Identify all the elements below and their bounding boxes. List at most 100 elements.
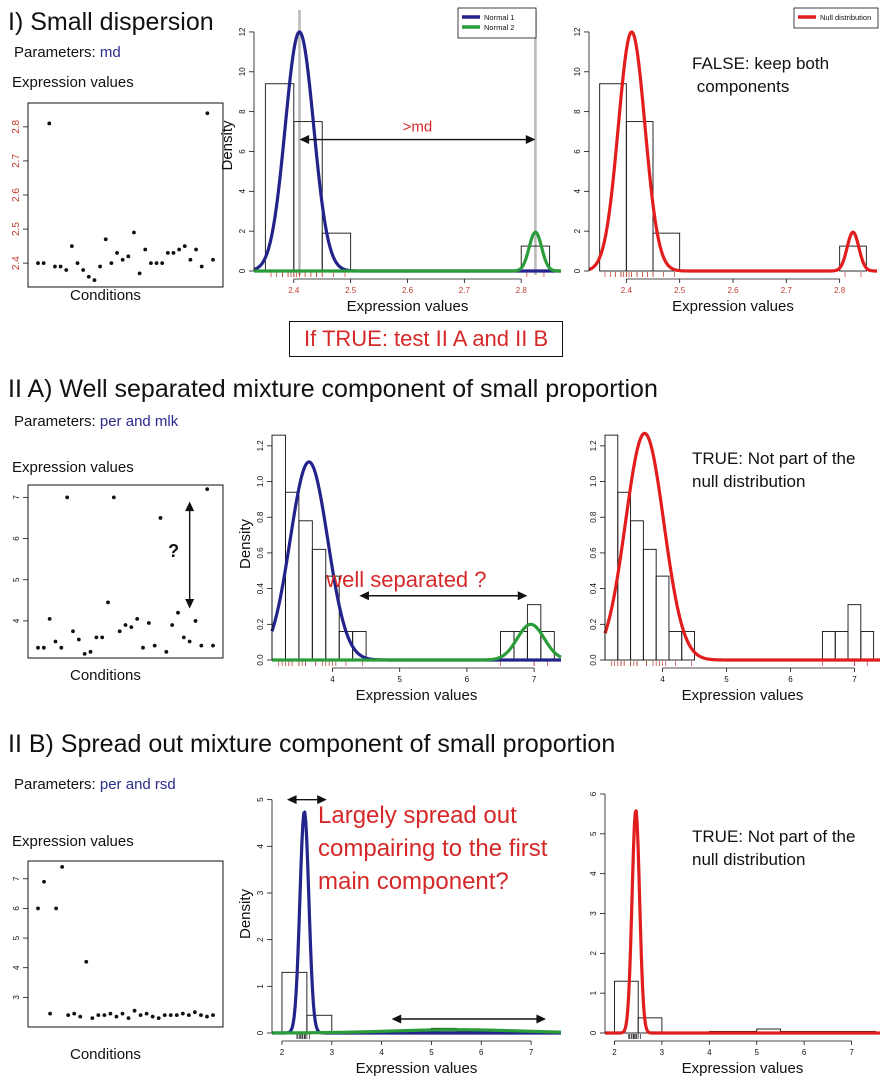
md-arrow-head-left bbox=[299, 135, 310, 145]
x-tick-label: 7 bbox=[532, 675, 537, 684]
data-point bbox=[36, 645, 40, 650]
scatter-plot-3: 3 4 5 6 7 bbox=[12, 860, 224, 1028]
data-point bbox=[48, 1011, 52, 1016]
data-point bbox=[84, 959, 89, 964]
spread-arrow-2-head-right bbox=[536, 1014, 547, 1024]
histogram-bar bbox=[617, 491, 632, 661]
data-point bbox=[114, 1014, 119, 1019]
params-value: md bbox=[99, 44, 121, 61]
histogram-bar bbox=[655, 575, 670, 661]
x-tick-label: 6 bbox=[479, 1048, 484, 1057]
density-curve-1 bbox=[604, 809, 880, 1035]
histogram-bar bbox=[839, 245, 867, 272]
y-tick-label: 0.2 bbox=[256, 618, 265, 630]
params-value: per and rsd bbox=[99, 776, 176, 793]
spread-annotation-line: Largely spread out bbox=[318, 802, 517, 829]
section-2b-params: Parameters: per and rsd bbox=[14, 776, 176, 793]
histogram-bar bbox=[614, 980, 639, 1034]
y-tick-label: 1 bbox=[256, 984, 265, 989]
test-box: If TRUE: test II A and II B bbox=[289, 321, 564, 357]
section-1-scatter-ylabel: Expression values bbox=[12, 74, 134, 91]
histogram-5: 0 1 2 3 4 5 2 3 4 5 6 7 Expression values Density Larg… bbox=[237, 795, 562, 1077]
section-2b-scatter-ylabel: Expression values bbox=[12, 833, 134, 850]
y-tick-label: 2 bbox=[589, 951, 598, 956]
y-tick-label: 5 bbox=[12, 577, 21, 582]
section-2b-title: II B) Spread out mixture component of sm… bbox=[8, 730, 616, 758]
x-tick-label: 4 bbox=[660, 675, 665, 684]
data-point bbox=[47, 616, 52, 621]
x-tick-label: 6 bbox=[802, 1048, 807, 1057]
legend-label: Normal 1 bbox=[484, 13, 514, 22]
x-tick-label: 2 bbox=[612, 1048, 617, 1057]
density-curve-1 bbox=[603, 431, 880, 662]
data-point bbox=[109, 261, 114, 266]
data-point bbox=[168, 1013, 173, 1018]
y-tick-label: 6 bbox=[238, 149, 247, 154]
data-point bbox=[76, 637, 81, 642]
y-tick-label: 6 bbox=[12, 906, 21, 911]
data-point bbox=[41, 645, 46, 650]
data-point bbox=[65, 495, 70, 500]
x-tick-label: 7 bbox=[529, 1048, 534, 1057]
data-point bbox=[81, 268, 86, 272]
y-tick-label: 1.2 bbox=[589, 440, 598, 452]
x-tick-label: 5 bbox=[754, 1048, 759, 1057]
x-tick-label: 3 bbox=[330, 1048, 335, 1057]
data-point bbox=[92, 278, 97, 283]
data-point bbox=[144, 1011, 149, 1016]
data-point bbox=[194, 247, 198, 252]
x-tick-label: 2.6 bbox=[402, 286, 414, 295]
histogram-bar bbox=[298, 520, 313, 661]
separation-arrow-head-left bbox=[359, 591, 369, 601]
legend-box bbox=[793, 7, 879, 29]
section-1-scatter-xlabel: Conditions bbox=[70, 287, 141, 304]
data-point bbox=[205, 111, 210, 116]
y-tick-label: 2.7 bbox=[11, 154, 22, 168]
density-curve-2 bbox=[253, 230, 562, 273]
y-tick-label: 7 bbox=[12, 495, 21, 500]
histogram-bar bbox=[311, 548, 327, 661]
data-point bbox=[58, 264, 63, 269]
section-2a-params: Parameters: per and mlk bbox=[14, 413, 178, 430]
data-point bbox=[41, 261, 46, 266]
histogram-bar bbox=[625, 121, 654, 272]
y-tick-label: 4 bbox=[256, 844, 265, 849]
md-arrow-head-right bbox=[525, 135, 536, 145]
spread-arrow-1-head-left bbox=[286, 795, 297, 805]
y-tick-label: 2 bbox=[573, 228, 582, 233]
data-point bbox=[106, 600, 110, 605]
legend-box bbox=[457, 7, 537, 39]
y-tick-label: 3 bbox=[12, 995, 21, 1000]
x-tick-label: 5 bbox=[429, 1048, 434, 1057]
histogram-bar bbox=[847, 604, 862, 661]
histogram-bar bbox=[681, 630, 695, 661]
data-point bbox=[103, 237, 108, 242]
data-point bbox=[164, 649, 169, 654]
data-point bbox=[146, 621, 151, 625]
data-point bbox=[54, 906, 59, 911]
data-point bbox=[100, 635, 105, 640]
data-point bbox=[132, 230, 136, 235]
data-point bbox=[199, 1013, 203, 1018]
legend-label: Normal 2 bbox=[484, 23, 514, 32]
histogram-4: 0.0 0.2 0.4 0.6 0.8 1.0 1.2 4 5 6 7 Expression valu… bbox=[589, 431, 880, 704]
histogram-bar bbox=[668, 630, 683, 661]
x-axis-label: Expression values bbox=[356, 687, 478, 704]
x-tick-label: 7 bbox=[852, 675, 857, 684]
x-tick-label: 7 bbox=[849, 1048, 854, 1057]
histogram-bar bbox=[293, 121, 323, 272]
x-tick-label: 4 bbox=[330, 675, 335, 684]
y-tick-label: 3 bbox=[256, 890, 265, 895]
data-point bbox=[165, 251, 170, 255]
y-tick-label: 0.8 bbox=[589, 511, 598, 523]
data-point bbox=[150, 1014, 155, 1019]
data-point bbox=[88, 649, 93, 654]
scatter-frame bbox=[27, 484, 224, 659]
histogram-bar bbox=[630, 520, 644, 661]
y-tick-label: 2.6 bbox=[11, 188, 22, 202]
data-point bbox=[205, 1014, 209, 1019]
data-point bbox=[53, 264, 57, 269]
md-annotation: >md bbox=[403, 119, 433, 136]
data-point bbox=[82, 651, 87, 656]
y-tick-label: 2.5 bbox=[11, 222, 22, 236]
